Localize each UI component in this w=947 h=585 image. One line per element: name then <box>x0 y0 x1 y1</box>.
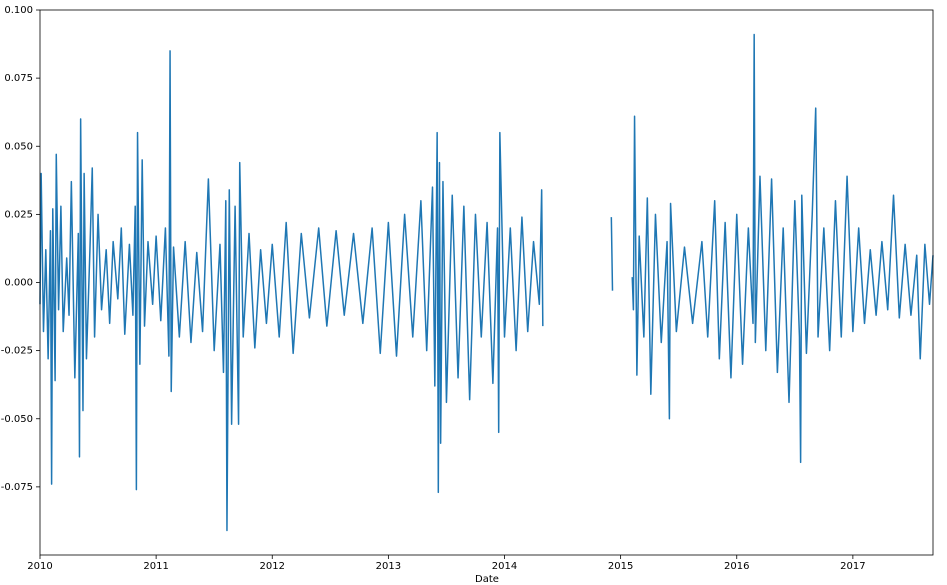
y-tick-label: 0.050 <box>4 141 33 152</box>
y-tick-label: -0.025 <box>1 346 33 357</box>
x-tick-label: 2017 <box>840 561 865 572</box>
x-tick-label: 2016 <box>724 561 749 572</box>
x-tick-label: 2014 <box>492 561 517 572</box>
plot-frame <box>39 9 934 556</box>
x-tick-label: 2011 <box>143 561 168 572</box>
y-tick-label: -0.075 <box>1 482 33 493</box>
x-tick-label: 2013 <box>376 561 401 572</box>
x-axis-label: Date <box>475 574 499 585</box>
series-line <box>39 33 934 532</box>
y-tick-label: 0.100 <box>4 5 33 16</box>
y-tick-label: 0.075 <box>4 73 33 84</box>
y-tick-label: -0.050 <box>1 414 33 425</box>
y-tick-label: 0.000 <box>4 278 33 289</box>
x-tick-label: 2015 <box>608 561 633 572</box>
y-tick-label: 0.025 <box>4 209 33 220</box>
x-tick-label: 2012 <box>260 561 285 572</box>
x-tick-label: 2010 <box>27 561 52 572</box>
